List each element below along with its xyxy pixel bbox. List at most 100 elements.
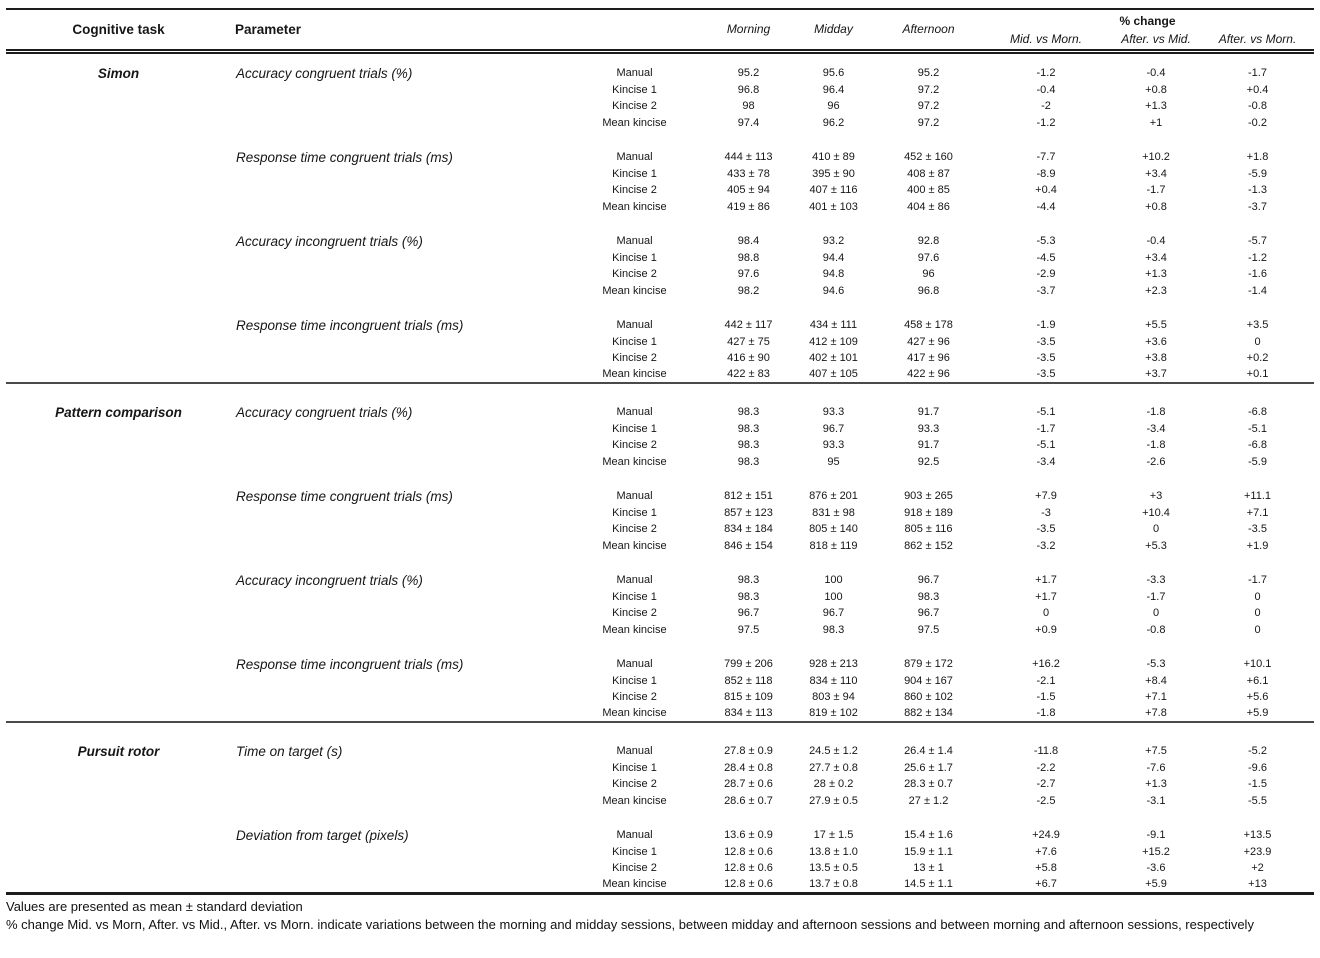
task-cell: Pattern comparison — [55, 404, 182, 420]
cell-morning: 98.3 — [737, 439, 760, 452]
parameter-cell — [231, 776, 563, 793]
cell-after-vs-mid: -3.4 — [1146, 422, 1166, 435]
cell-afternoon: 97.5 — [917, 623, 940, 636]
cell-midday: 13.7 ± 0.8 — [791, 876, 876, 895]
parameter-cell: Accuracy congruent trials (%) — [236, 404, 413, 420]
table-row: Kincise 1 12.8 ± 0.6 13.8 ± 1.0 15.9 ± 1.1 +… — [6, 844, 1314, 861]
task-cell — [6, 705, 231, 723]
table-row: Kincise 1 28.4 ± 0.8 27.7 ± 0.8 25.6 ± 1.7 -… — [6, 760, 1314, 777]
cell-mid-vs-morn: +7.6 — [1035, 845, 1057, 858]
table-row: Kincise 2 98 96 97.2 -2 +1.3 -0.8 — [6, 98, 1314, 115]
spacer-row — [6, 722, 1314, 743]
cell-mid-vs-morn: -3.2 — [1036, 539, 1056, 552]
cell-after-vs-mid: +10.2 — [1142, 151, 1170, 164]
cell-morning: 27.8 ± 0.9 — [724, 745, 773, 758]
cell-morning: 834 ± 184 — [724, 523, 773, 536]
cell-after-vs-mid: -2.6 — [1146, 455, 1166, 468]
cell-after-vs-mid: -1.7 — [1146, 590, 1166, 603]
cell-afternoon: 427 ± 96 — [907, 335, 950, 348]
cell-morning: 28.7 ± 0.6 — [724, 778, 773, 791]
spacer-cell — [6, 554, 1314, 572]
cell-condition: Kincise 2 — [612, 691, 657, 704]
cell-after-vs-mid: +1.3 — [1145, 268, 1167, 281]
cell-after-vs-morn: +0.2 — [1246, 352, 1269, 365]
cell-midday: 96.2 — [822, 116, 845, 129]
cell-after-vs-mid: +10.4 — [1142, 506, 1170, 519]
column-header-midday: Midday — [791, 9, 876, 54]
task-cell — [6, 98, 231, 115]
cell-morning: 433 ± 78 — [727, 167, 770, 180]
parameter-cell — [231, 876, 563, 895]
cell-midday: 95 — [827, 455, 840, 468]
cell-condition: Kincise 2 — [612, 778, 657, 791]
task-cell — [6, 317, 231, 334]
parameter-cell — [231, 199, 563, 216]
cell-condition: Manual — [616, 235, 653, 248]
cell-midday: 100 — [824, 590, 843, 603]
cell-morning: 97.6 — [737, 268, 760, 281]
column-header-after-vs-morn: After. vs Morn. — [1201, 30, 1314, 54]
cell-after-vs-morn: 0 — [1254, 590, 1261, 603]
cell-after-vs-morn: -6.8 — [1248, 439, 1267, 452]
parameter-cell: Response time incongruent trials (ms) — [236, 317, 464, 333]
cell-after-vs-mid: 0 — [1152, 607, 1160, 620]
cell-morning: 405 ± 94 — [727, 184, 770, 197]
cell-mid-vs-morn: -4.4 — [1036, 200, 1056, 213]
task-cell: Simon — [97, 65, 140, 81]
cell-condition: Mean kincise — [563, 876, 706, 895]
cell-afternoon: 452 ± 160 — [904, 151, 953, 164]
table-row: Response time incongruent trials (ms) Man… — [6, 656, 1314, 673]
parameter-cell — [231, 437, 563, 454]
cell-condition: Manual — [616, 745, 653, 758]
cell-mid-vs-morn: -1.2 — [1036, 67, 1056, 80]
table-row: Kincise 2 28.7 ± 0.6 28 ± 0.2 28.3 ± 0.7 -2.… — [6, 776, 1314, 793]
cell-mid-vs-morn: -8.9 — [1036, 167, 1056, 180]
cell-mid-vs-morn: -1.9 — [1036, 319, 1056, 332]
cell-condition: Kincise 1 — [612, 167, 657, 180]
spacer-row — [6, 554, 1314, 572]
cell-midday: 803 ± 94 — [812, 691, 855, 704]
cell-morning: 98 — [742, 100, 755, 113]
cell-afternoon: 860 ± 102 — [904, 691, 953, 704]
parameter-cell — [231, 166, 563, 183]
cell-midday: 93.3 — [822, 406, 845, 419]
parameter-cell: Accuracy incongruent trials (%) — [236, 572, 423, 588]
cell-after-vs-mid: +3 — [1149, 490, 1163, 503]
cell-after-vs-morn: -1.7 — [1248, 67, 1267, 80]
cell-midday: 96 — [827, 100, 840, 113]
parameter-cell — [231, 521, 563, 538]
cell-after-vs-mid: +3.4 — [1145, 167, 1167, 180]
cell-midday: 27.7 ± 0.8 — [809, 761, 858, 774]
cell-mid-vs-morn: -3.4 — [1036, 455, 1056, 468]
cell-midday: 94.8 — [822, 268, 845, 281]
parameter-cell — [231, 421, 563, 438]
task-cell — [6, 166, 231, 183]
table-row: Mean kincise 98.2 94.6 96.8 -3.7 +2.3 -1.4 — [6, 283, 1314, 300]
task-cell — [6, 827, 231, 844]
table-header: Cognitive task Parameter Morning Midday … — [6, 9, 1314, 54]
cell-mid-vs-morn: +16.2 — [1032, 658, 1060, 671]
cell-afternoon: 879 ± 172 — [904, 658, 953, 671]
cell-condition: Mean kincise — [602, 623, 667, 636]
cell-mid-vs-morn: +0.9 — [1035, 623, 1057, 636]
parameter-cell: Deviation from target (pixels) — [236, 827, 409, 843]
parameter-cell — [231, 98, 563, 115]
cell-after-vs-mid: -0.8 — [1146, 623, 1166, 636]
spacer-cell — [6, 215, 1314, 233]
cell-after-vs-mid: +8.4 — [1145, 674, 1167, 687]
cell-afternoon: 97.2 — [917, 116, 940, 129]
task-cell — [6, 283, 231, 300]
cell-after-vs-mid: +0.8 — [1145, 83, 1167, 96]
cell-morning: 444 ± 113 — [724, 151, 773, 164]
cell-morning: 419 ± 86 — [727, 200, 770, 213]
cell-after-vs-morn: -3.7 — [1248, 200, 1267, 213]
cell-after-vs-morn: -1.7 — [1248, 574, 1267, 587]
cell-morning: 442 ± 117 — [724, 319, 773, 332]
cell-after-vs-morn: +1.9 — [1246, 539, 1269, 552]
task-cell — [6, 793, 231, 810]
cell-afternoon: 400 ± 85 — [907, 184, 950, 197]
cell-after-vs-mid: +7.1 — [1145, 691, 1167, 704]
cell-midday: 13.8 ± 1.0 — [809, 845, 858, 858]
cell-condition: Manual — [616, 574, 653, 587]
cell-morning: 812 ± 151 — [724, 490, 773, 503]
